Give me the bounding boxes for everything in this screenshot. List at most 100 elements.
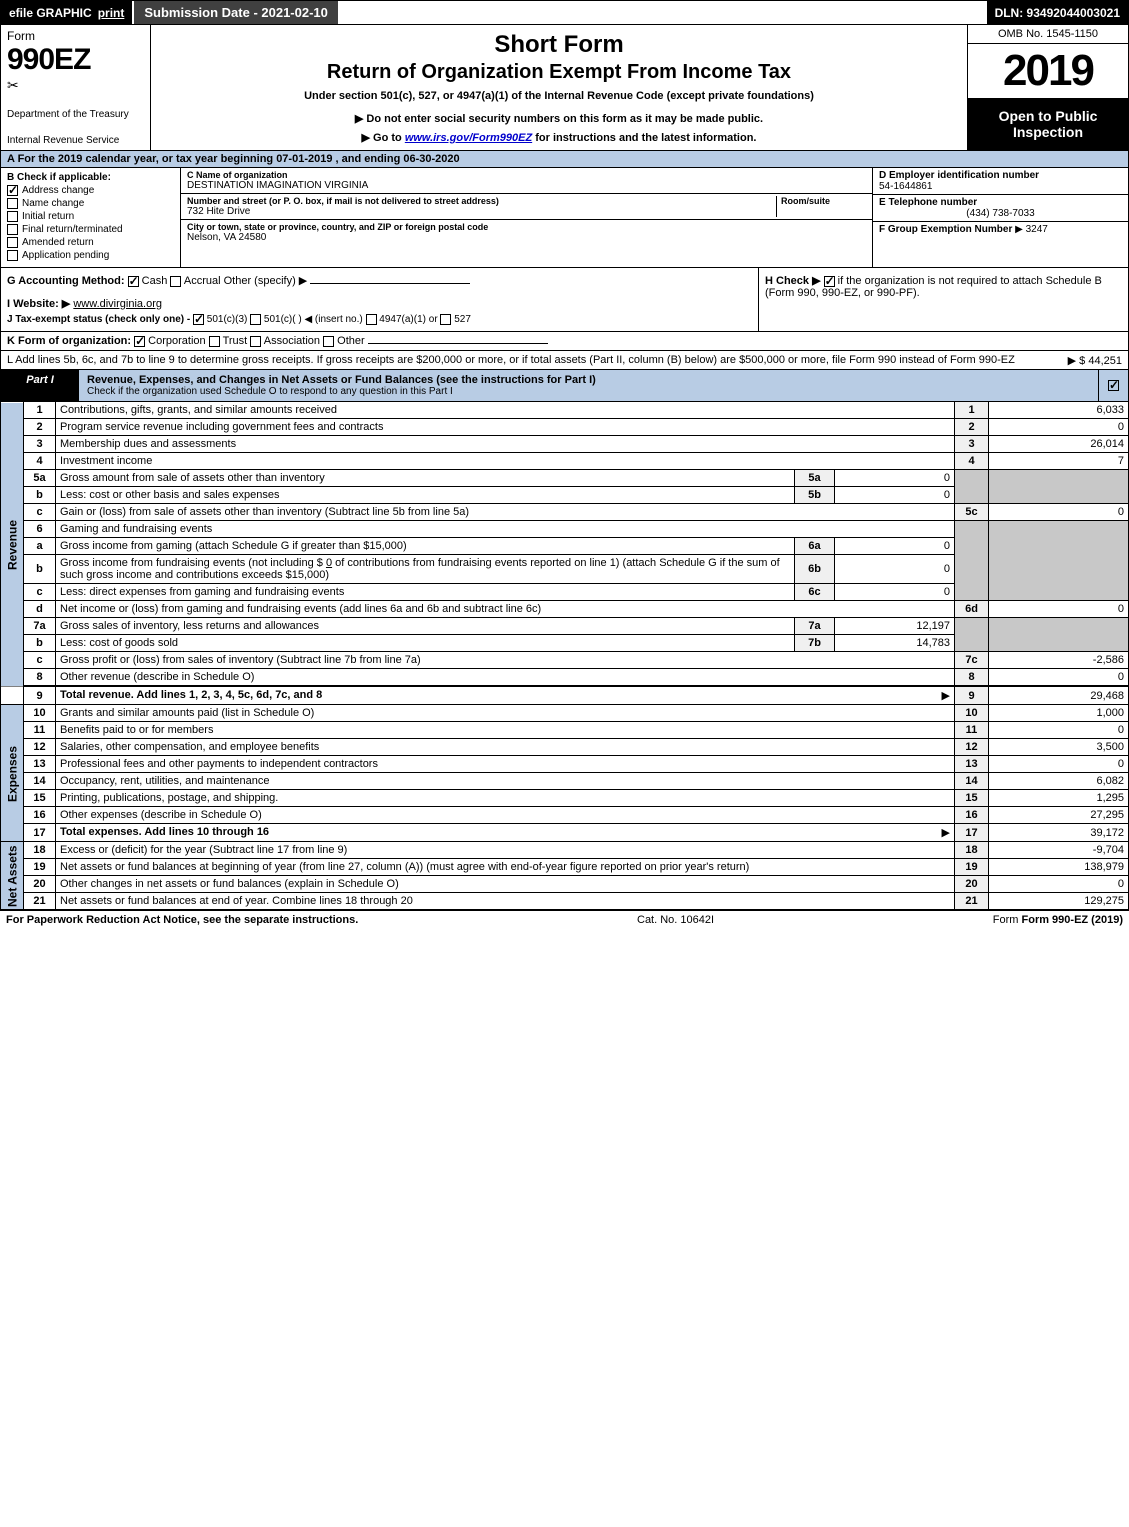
- chk-final-return[interactable]: Final return/terminated: [7, 224, 174, 235]
- irs-link[interactable]: www.irs.gov/Form990EZ: [405, 132, 532, 144]
- blank-side: [1, 686, 24, 705]
- j-4947-checkbox[interactable]: [366, 314, 377, 325]
- line-desc: Gross amount from sale of assets other t…: [56, 470, 795, 487]
- footer-center: Cat. No. 10642I: [637, 914, 714, 926]
- checkbox-icon[interactable]: [7, 211, 18, 222]
- line-j: J Tax-exempt status (check only one) - 5…: [7, 314, 752, 325]
- chk-label: Address change: [22, 185, 94, 196]
- group-label: F Group Exemption Number: [879, 224, 1012, 235]
- efile-text: efile GRAPHIC: [9, 6, 92, 20]
- header-left: Form 990EZ ✂ Department of the Treasury …: [1, 25, 151, 150]
- checkbox-icon[interactable]: [7, 198, 18, 209]
- line-num: 11: [24, 722, 56, 739]
- k-other-checkbox[interactable]: [323, 336, 334, 347]
- chk-amended-return[interactable]: Amended return: [7, 237, 174, 248]
- line-desc: Net income or (loss) from gaming and fun…: [56, 601, 955, 618]
- street-row: Number and street (or P. O. box, if mail…: [181, 194, 872, 220]
- line-num: b: [24, 555, 56, 584]
- netassets-side-label: Net Assets: [1, 842, 24, 910]
- line-num: 18: [24, 842, 56, 859]
- chk-label: Amended return: [22, 237, 94, 248]
- table-row: 5a Gross amount from sale of assets othe…: [1, 470, 1129, 487]
- line-ref: 9: [955, 686, 989, 705]
- tel-row: E Telephone number (434) 738-7033: [873, 195, 1128, 222]
- table-row: 7a Gross sales of inventory, less return…: [1, 618, 1129, 635]
- shade-cell: [955, 470, 989, 504]
- chk-initial-return[interactable]: Initial return: [7, 211, 174, 222]
- l-text: L Add lines 5b, 6c, and 7b to line 9 to …: [7, 354, 1015, 366]
- k-assoc-checkbox[interactable]: [250, 336, 261, 347]
- header-right: OMB No. 1545-1150 2019 Open to Public In…: [968, 25, 1128, 150]
- tel-label: E Telephone number: [879, 197, 1122, 208]
- checkbox-icon[interactable]: [7, 224, 18, 235]
- cash-checkbox[interactable]: [128, 276, 139, 287]
- line-desc: Gaming and fundraising events: [56, 521, 955, 538]
- j-501c3-checkbox[interactable]: [193, 314, 204, 325]
- line-amount: 0: [989, 419, 1129, 436]
- part1-checkbox[interactable]: [1108, 380, 1119, 391]
- footer-form: Form 990-EZ (2019): [1022, 914, 1123, 926]
- line-ref: 17: [955, 824, 989, 842]
- checkbox-icon[interactable]: [7, 237, 18, 248]
- line-amount: 129,275: [989, 893, 1129, 910]
- table-row: 17 Total expenses. Add lines 10 through …: [1, 824, 1129, 842]
- group-row: F Group Exemption Number ▶ 3247: [873, 222, 1128, 267]
- group-value: ▶ 3247: [1015, 224, 1048, 235]
- line-num: 4: [24, 453, 56, 470]
- j-527-checkbox[interactable]: [440, 314, 451, 325]
- table-row: 3 Membership dues and assessments 3 26,0…: [1, 436, 1129, 453]
- other-label: Other (specify) ▶: [224, 275, 308, 287]
- line-ref: 3: [955, 436, 989, 453]
- j-501c3-label: 501(c)(3): [207, 314, 248, 325]
- k-trust-checkbox[interactable]: [209, 336, 220, 347]
- shade-cell: [989, 618, 1129, 652]
- header-center: Short Form Return of Organization Exempt…: [151, 25, 968, 150]
- line-l: L Add lines 5b, 6c, and 7b to line 9 to …: [0, 351, 1129, 370]
- line-num: 1: [24, 402, 56, 419]
- line-num: 9: [24, 686, 56, 705]
- dln-label: DLN: 93492044003021: [987, 1, 1128, 24]
- cash-label: Cash: [142, 275, 168, 287]
- box-d-right: D Employer identification number 54-1644…: [873, 168, 1128, 267]
- table-row: d Net income or (loss) from gaming and f…: [1, 601, 1129, 618]
- checkbox-icon[interactable]: [7, 250, 18, 261]
- line-amount: 1,000: [989, 705, 1129, 722]
- line-num: b: [24, 487, 56, 504]
- sub-val: 0: [835, 584, 955, 601]
- line-amount: 39,172: [989, 824, 1129, 842]
- chk-application-pending[interactable]: Application pending: [7, 250, 174, 261]
- h-label: H Check ▶: [765, 275, 821, 287]
- website-value[interactable]: www.divirginia.org: [73, 298, 162, 310]
- line-desc: Grants and similar amounts paid (list in…: [56, 705, 955, 722]
- chk-name-change[interactable]: Name change: [7, 198, 174, 209]
- line-ref: 10: [955, 705, 989, 722]
- table-row: 21 Net assets or fund balances at end of…: [1, 893, 1129, 910]
- checkbox-icon[interactable]: [7, 185, 18, 196]
- ssn-note: ▶ Do not enter social security numbers o…: [161, 112, 957, 125]
- line-desc: Net assets or fund balances at beginning…: [56, 859, 955, 876]
- footer-left: For Paperwork Reduction Act Notice, see …: [6, 914, 358, 926]
- submission-date: Submission Date - 2021-02-10: [132, 1, 338, 24]
- revenue-side-label: Revenue: [1, 402, 24, 686]
- j-501c-checkbox[interactable]: [250, 314, 261, 325]
- part1-label: Part I: [1, 370, 79, 401]
- line-ref: 18: [955, 842, 989, 859]
- l-amount: ▶ $ 44,251: [1068, 354, 1122, 367]
- table-row: 4 Investment income 4 7: [1, 453, 1129, 470]
- table-row: 12 Salaries, other compensation, and emp…: [1, 739, 1129, 756]
- line-num: 17: [24, 824, 56, 842]
- desc-pre: Gross income from fundraising events (no…: [60, 557, 326, 569]
- line-ref: 11: [955, 722, 989, 739]
- k-corp-checkbox[interactable]: [134, 336, 145, 347]
- h-checkbox[interactable]: [824, 276, 835, 287]
- line-ref: 8: [955, 669, 989, 687]
- line-ref: 19: [955, 859, 989, 876]
- section-gh: G Accounting Method: Cash Accrual Other …: [0, 268, 1129, 332]
- line-k: K Form of organization: Corporation Trus…: [0, 332, 1129, 351]
- chk-address-change[interactable]: Address change: [7, 185, 174, 196]
- print-link[interactable]: print: [98, 6, 125, 20]
- accrual-checkbox[interactable]: [170, 276, 181, 287]
- total-exp-label: Total expenses. Add lines 10 through 16: [60, 826, 269, 838]
- line-num: 5a: [24, 470, 56, 487]
- table-row: 6 Gaming and fundraising events: [1, 521, 1129, 538]
